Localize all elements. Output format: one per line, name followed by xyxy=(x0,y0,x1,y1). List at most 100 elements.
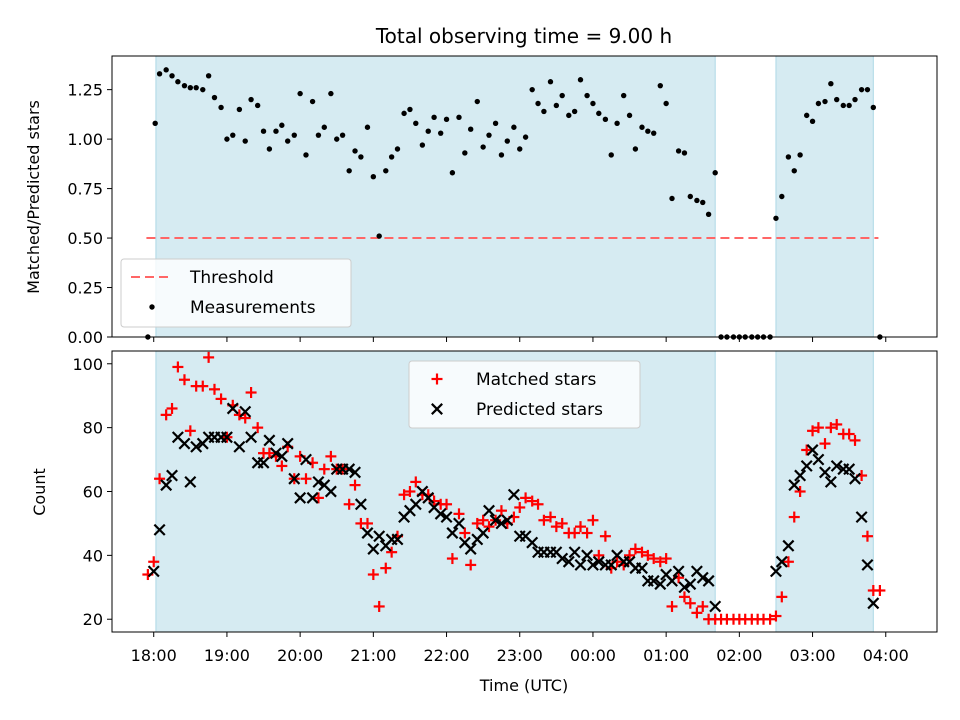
predicted-star-point xyxy=(586,558,599,571)
matched-star-point xyxy=(514,501,526,513)
measurement-point xyxy=(632,146,639,152)
predicted-star-point xyxy=(306,491,319,504)
predicted-star-point xyxy=(294,491,307,504)
measurement-point xyxy=(535,100,541,107)
matched-star-point xyxy=(807,425,819,437)
predicted-star-point xyxy=(788,479,801,492)
x-tick-label: 19:00 xyxy=(204,646,250,665)
matched-star-point xyxy=(239,412,251,424)
legend-predicted-swatch xyxy=(431,403,443,415)
measurement-point xyxy=(449,170,456,176)
measurement-point xyxy=(620,92,627,99)
measurement-point xyxy=(425,128,431,134)
predicted-star-point xyxy=(147,565,160,578)
predicted-star-point xyxy=(226,402,239,415)
measurement-point xyxy=(639,124,645,130)
matched-star-point xyxy=(459,527,471,539)
count-panel: 20 40 60 80 100 18:00 19:00 20:00 21:00 22:00 23:… xyxy=(30,350,938,695)
predicted-star-point xyxy=(562,555,575,568)
matched-star-point xyxy=(874,584,886,596)
matched-star-point xyxy=(386,546,398,558)
predicted-star-point xyxy=(709,600,722,613)
measurement-point xyxy=(645,128,651,134)
measurement-point xyxy=(571,108,578,115)
predicted-star-point xyxy=(812,453,825,466)
legend-threshold-label: Threshold xyxy=(189,268,274,288)
predicted-star-point xyxy=(581,549,594,562)
x-tick-label: 02:00 xyxy=(716,646,762,665)
matched-star-point xyxy=(825,422,837,434)
predicted-star-point xyxy=(501,514,514,527)
measurement-point xyxy=(480,144,486,150)
matched-star-point xyxy=(441,498,453,510)
predicted-star-point xyxy=(477,527,490,539)
measurement-point xyxy=(614,120,620,126)
legend-matched-label: Matched stars xyxy=(476,370,596,390)
matched-star-point xyxy=(684,597,696,609)
predicted-star-point xyxy=(605,558,618,571)
matched-star-point xyxy=(300,473,312,485)
measurement-point xyxy=(584,92,590,99)
matched-star-point xyxy=(471,517,483,529)
x-tick-label: 03:00 xyxy=(789,646,835,665)
predicted-star-point xyxy=(769,565,782,578)
predicted-star-point xyxy=(672,565,685,578)
predicted-star-point xyxy=(806,444,819,456)
matched-star-point xyxy=(410,476,422,488)
matched-star-point xyxy=(794,486,806,497)
matched-star-point xyxy=(697,600,709,612)
predicted-star-point xyxy=(526,536,539,549)
predicted-star-point xyxy=(409,498,422,511)
measurement-point xyxy=(334,136,340,142)
measurement-point xyxy=(596,110,602,117)
observing-window-span xyxy=(775,56,874,337)
matched-star-point xyxy=(208,383,220,395)
matched-star-point xyxy=(660,553,672,565)
matched-star-point xyxy=(263,447,275,459)
predicted-star-point xyxy=(220,431,233,444)
matched-star-point xyxy=(801,444,813,456)
x-tick-label: 20:00 xyxy=(277,646,323,665)
measurement-point xyxy=(834,96,840,103)
measurement-point xyxy=(486,132,492,138)
matched-star-point xyxy=(556,517,568,529)
matched-star-point xyxy=(160,409,172,421)
measurement-point xyxy=(376,233,382,239)
measurement-point xyxy=(870,104,877,111)
x-tick-label: 00:00 xyxy=(570,646,616,665)
predicted-star-point xyxy=(153,523,166,536)
measurement-point xyxy=(467,126,474,132)
x-tick-label: 23:00 xyxy=(497,646,543,665)
measurement-point xyxy=(352,148,358,154)
measurement-point xyxy=(297,90,303,97)
predicted-star-point xyxy=(233,440,246,453)
measurement-point xyxy=(456,114,462,121)
measurement-point xyxy=(858,86,865,93)
measurement-point xyxy=(266,146,273,152)
measurement-point xyxy=(828,81,834,87)
measurement-point xyxy=(169,73,175,79)
measurement-point xyxy=(364,124,371,130)
measurement-point xyxy=(779,193,785,200)
predicted-star-point xyxy=(782,539,795,552)
measurement-point xyxy=(163,67,169,73)
measurement-point xyxy=(279,122,285,128)
measurement-point xyxy=(474,98,480,105)
measurement-point xyxy=(254,102,261,109)
predicted-star-point xyxy=(775,555,788,568)
matched-star-point xyxy=(276,460,288,472)
y-tick-label: 40 xyxy=(83,546,103,565)
measurement-point xyxy=(321,124,327,130)
measurement-point xyxy=(864,86,871,93)
measurement-point xyxy=(370,174,377,180)
predicted-star-point xyxy=(300,453,312,466)
matched-star-point xyxy=(678,591,690,603)
measurement-points xyxy=(145,67,883,340)
predicted-star-point xyxy=(489,514,502,527)
ratio-x-ticks xyxy=(153,337,887,342)
x-tick-label: 18:00 xyxy=(131,646,177,665)
measurement-point xyxy=(230,132,236,138)
measurement-point xyxy=(852,96,858,103)
matched-star-point xyxy=(550,521,562,533)
measurement-point xyxy=(822,98,828,105)
